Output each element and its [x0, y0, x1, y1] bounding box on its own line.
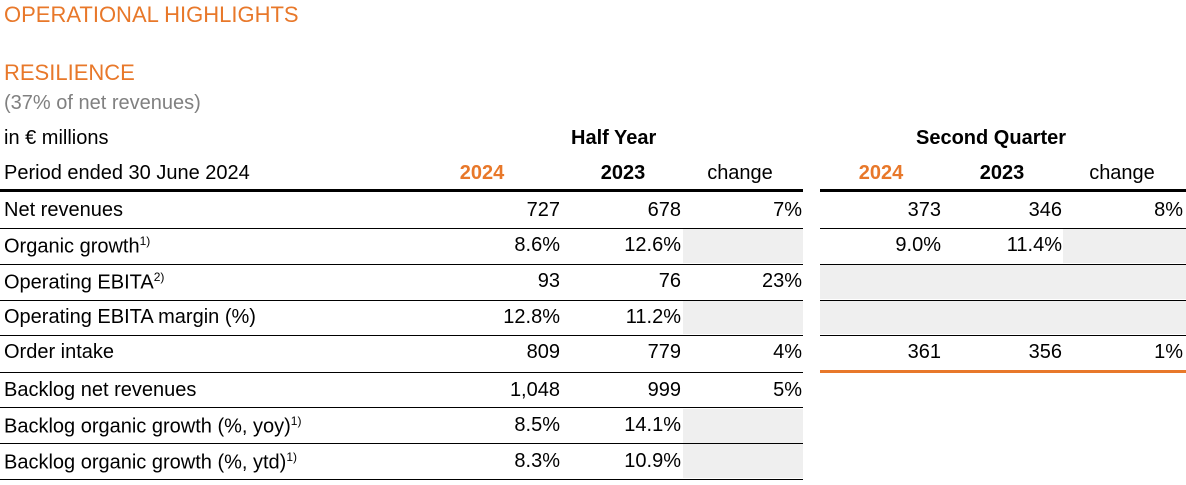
footnote-marker: 1): [139, 234, 151, 248]
footnote-marker: 1): [290, 414, 302, 428]
row-label: Organic growth1): [4, 234, 151, 258]
header-rule-half-year: [0, 189, 803, 192]
shade-cell: [683, 301, 803, 334]
q2-2023-value: 11.4%: [1006, 234, 1062, 256]
row-label: Net revenues: [4, 199, 123, 221]
row-rule: [820, 228, 1186, 229]
hy-2023-value: 10.9%: [624, 450, 681, 472]
hy-2023-value: 12.6%: [624, 234, 681, 256]
hy-2024-value: 12.8%: [503, 306, 560, 328]
shade-cell: [683, 444, 803, 478]
shade-row: [820, 265, 1186, 299]
row-rule: [0, 479, 803, 480]
segment-share: (37% of net revenues): [4, 92, 201, 114]
second-quarter-title: Second Quarter: [916, 127, 1067, 149]
unit-label: in € millions: [4, 127, 109, 149]
q2-2024-value: 9.0%: [895, 234, 941, 256]
segment-title: RESILIENCE: [4, 60, 135, 85]
hy-2024-value: 809: [526, 341, 560, 363]
shade-cell: [1063, 229, 1186, 263]
half-year-title: Half Year: [571, 127, 657, 149]
q2-change-value: 8%: [1154, 199, 1183, 221]
hy-2023-value: 76: [658, 270, 681, 292]
hy-col-2023: 2023: [600, 162, 646, 184]
hy-2023-value: 11.2%: [625, 306, 681, 328]
row-label: Operating EBITA margin (%): [4, 306, 256, 328]
hy-2023-value: 779: [647, 341, 681, 363]
row-label: Order intake: [4, 341, 115, 363]
q2-2024-value: 361: [907, 341, 941, 363]
hy-change-value: 7%: [773, 199, 802, 221]
shade-cell: [683, 409, 803, 443]
row-label: Operating EBITA2): [4, 270, 165, 294]
hy-2024-value: 8.3%: [514, 450, 560, 472]
row-rule: [820, 335, 1186, 336]
footnote-marker: 1): [286, 450, 298, 464]
hy-2024-value: 93: [537, 270, 560, 292]
row-label: Backlog organic growth (%, ytd)1): [4, 450, 298, 474]
hy-2024-value: 8.5%: [514, 414, 560, 436]
row-rule: [0, 407, 803, 408]
header-rule-second-quarter: [820, 189, 1186, 192]
hy-change-value: 23%: [761, 270, 802, 292]
footnote-marker: 2): [153, 270, 165, 284]
row-rule: [0, 443, 803, 444]
q2-2023-value: 346: [1028, 199, 1062, 221]
q2-2024-value: 373: [907, 199, 941, 221]
page-heading: OPERATIONAL HIGHLIGHTS: [4, 2, 299, 27]
row-rule: [0, 300, 803, 301]
q2-col-change: change: [1089, 162, 1155, 184]
hy-col-2024: 2024: [459, 162, 505, 184]
q2-change-value: 1%: [1154, 341, 1183, 363]
row-rule: [0, 264, 803, 265]
hy-2023-value: 678: [647, 199, 681, 221]
hy-2024-value: 8.6%: [514, 234, 560, 256]
row-label: Backlog net revenues: [4, 379, 197, 401]
hy-2024-value: 1,048: [509, 379, 560, 401]
hy-change-value: 5%: [773, 379, 802, 401]
shade-cell: [683, 229, 803, 263]
hy-col-change: change: [707, 162, 773, 184]
row-rule: [820, 264, 1186, 265]
period-label: Period ended 30 June 2024: [4, 162, 250, 184]
q2-2023-value: 356: [1028, 341, 1062, 363]
q2-col-2023: 2023: [979, 162, 1025, 184]
hy-2023-value: 14.1%: [624, 414, 681, 436]
row-rule: [820, 300, 1186, 301]
shade-row: [820, 301, 1186, 334]
row-label: Backlog organic growth (%, yoy)1): [4, 414, 302, 438]
q2-col-2024: 2024: [858, 162, 904, 184]
row-rule: [0, 372, 803, 373]
hy-change-value: 4%: [773, 341, 802, 363]
row-rule: [0, 335, 803, 336]
second-quarter-end-rule: [820, 370, 1186, 373]
hy-2023-value: 999: [647, 379, 681, 401]
row-rule: [0, 228, 803, 229]
hy-2024-value: 727: [526, 199, 560, 221]
